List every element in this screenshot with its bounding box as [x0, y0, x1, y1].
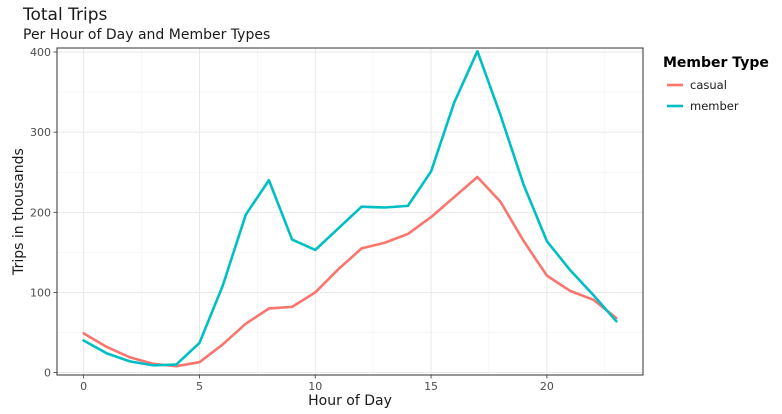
series-line-casual	[82, 175, 618, 368]
legend: Member Type casual member	[663, 55, 769, 113]
y-tick-label: 200	[30, 206, 51, 219]
chart-title: Total Trips	[22, 5, 107, 25]
legend-label-member: member	[690, 99, 739, 113]
y-axis-title: Trips in thousands	[11, 148, 27, 276]
legend-item-member: member	[667, 99, 739, 113]
x-tick-label: 0	[80, 380, 87, 393]
grid	[57, 48, 643, 375]
legend-label-casual: casual	[690, 78, 727, 92]
legend-item-casual: casual	[667, 78, 727, 92]
series-line-member	[82, 49, 618, 367]
chart-subtitle: Per Hour of Day and Member Types	[23, 27, 270, 43]
x-tick-label: 5	[196, 380, 203, 393]
x-tick-label: 15	[424, 380, 438, 393]
y-tick-label: 0	[44, 367, 51, 380]
y-tick-label: 300	[30, 126, 51, 139]
y-tick-label: 400	[30, 46, 51, 59]
plot-panel-border	[56, 47, 644, 376]
legend-title: Member Type	[663, 55, 769, 71]
y-tick-label: 100	[30, 286, 51, 299]
x-tick-label: 20	[540, 380, 554, 393]
x-axis-title: Hour of Day	[308, 393, 392, 409]
series-lines	[82, 49, 618, 368]
x-tick-label: 10	[308, 380, 322, 393]
